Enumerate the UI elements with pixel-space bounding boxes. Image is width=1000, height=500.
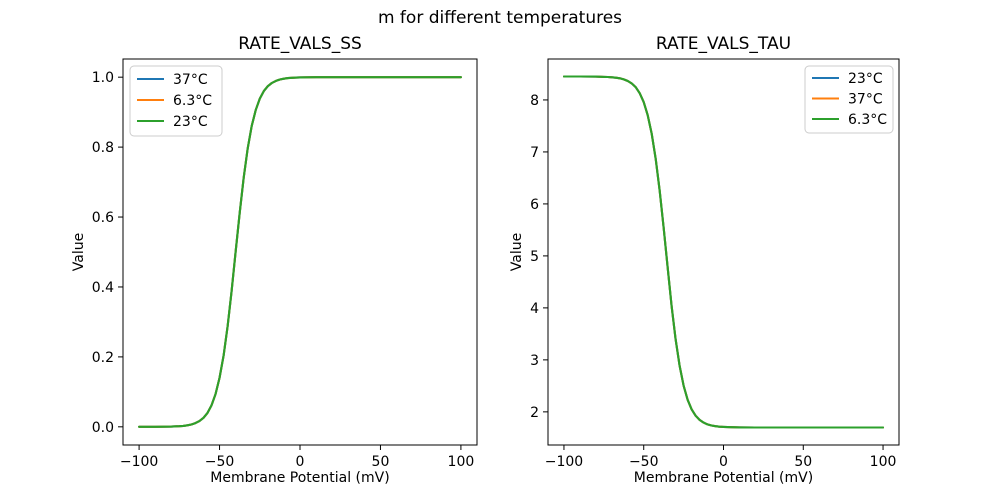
y-tick-label: 2 [530, 405, 539, 421]
x-tick-label: −100 [545, 454, 583, 470]
x-tick-label: 50 [372, 454, 390, 470]
y-tick-label: 0.4 [92, 280, 114, 296]
x-tick-label: 0 [719, 454, 728, 470]
y-tick-label: 3 [530, 353, 539, 369]
figure-suptitle: m for different temperatures [377, 8, 623, 28]
x-tick-label: −100 [120, 454, 158, 470]
legend-label: 37°C [848, 92, 883, 108]
axes-frame [122, 58, 478, 446]
x-tick-label: −50 [629, 454, 659, 470]
chart-title-rate-vals-ss: RATE_VALS_SS [238, 34, 362, 54]
y-tick-label: 0.2 [92, 350, 114, 366]
y-tick-label: 0.6 [92, 210, 114, 226]
x-tick-label: 0 [296, 454, 305, 470]
y-tick-label: 1.0 [92, 70, 114, 86]
y-tick-label: 7 [530, 145, 539, 161]
x-tick-label: −50 [205, 454, 235, 470]
x-tick-label: 50 [794, 454, 812, 470]
x-tick-label: 100 [448, 454, 475, 470]
legend-label: 6.3°C [848, 112, 887, 128]
y-tick-label: 5 [530, 249, 539, 265]
legend-label: 6.3°C [173, 93, 212, 109]
legend-label: 23°C [173, 114, 208, 130]
chart-title-rate-vals-tau: RATE_VALS_TAU [655, 34, 792, 54]
x-axis-label-left: Membrane Potential (mV) [210, 470, 390, 486]
x-tick-label: 100 [870, 454, 897, 470]
axes-frame [547, 58, 900, 446]
legend-label: 37°C [173, 72, 208, 88]
legend-box [129, 65, 223, 137]
curve-6.3°C [562, 75, 885, 429]
legend-label: 23°C [848, 71, 883, 87]
y-tick-label: 0.0 [92, 420, 114, 436]
curve-23°C [138, 76, 462, 428]
y-tick-label: 6 [530, 197, 539, 213]
y-tick-label: 4 [530, 301, 539, 317]
legend-box [804, 65, 894, 134]
y-tick-label: 8 [530, 93, 539, 109]
y-tick-label: 0.8 [92, 140, 114, 156]
x-axis-label-right: Membrane Potential (mV) [633, 470, 814, 486]
